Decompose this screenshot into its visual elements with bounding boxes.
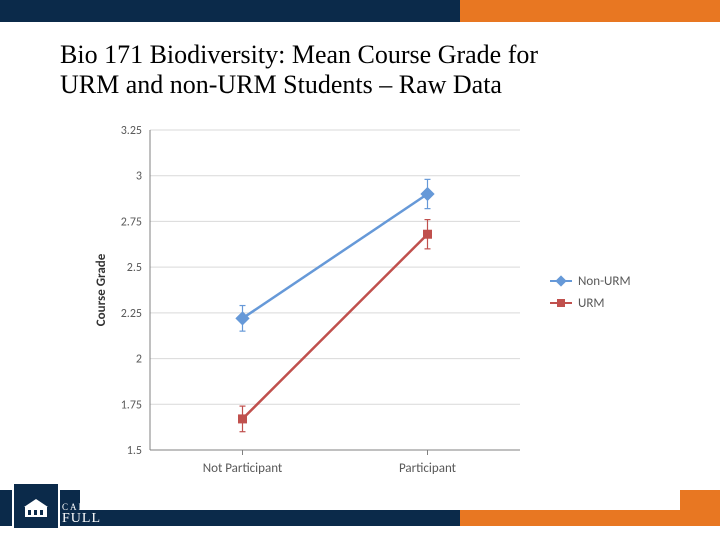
svg-text:3: 3: [136, 170, 142, 184]
title-line-1: Bio 171 Biodiversity: Mean Course Grade …: [60, 40, 680, 70]
legend-label: Non-URM: [578, 274, 631, 289]
svg-text:Participant: Participant: [399, 461, 457, 476]
svg-text:2.5: 2.5: [127, 261, 142, 275]
course-grade-chart: 1.5 1.75 2 2.25 2.5 2.75 3 3.25 Course Grade Not …: [80, 120, 680, 510]
svg-text:2.25: 2.25: [121, 307, 142, 321]
svg-text:1.5: 1.5: [127, 444, 142, 458]
svg-text:Not Participant: Not Participant: [203, 461, 283, 476]
legend-item: Non-URM: [550, 270, 631, 292]
chart-legend: Non-URM URM: [550, 270, 631, 314]
legend-item: URM: [550, 292, 631, 314]
university-seal-icon: [12, 482, 60, 530]
svg-text:Course Grade: Course Grade: [94, 253, 109, 326]
svg-text:2: 2: [136, 353, 142, 367]
legend-label: URM: [578, 296, 605, 311]
wordmark-line-2: FULL: [62, 513, 137, 524]
chart-container: 1.5 1.75 2 2.25 2.5 2.75 3 3.25 Course Grade Not …: [80, 120, 680, 510]
title-line-2: URM and non-URM Students – Raw Data: [60, 70, 680, 100]
header-accent: [460, 0, 720, 22]
svg-text:1.75: 1.75: [121, 398, 142, 412]
svg-text:2.75: 2.75: [121, 215, 142, 229]
slide-title: Bio 171 Biodiversity: Mean Course Grade …: [60, 40, 680, 100]
svg-text:3.25: 3.25: [121, 124, 142, 138]
